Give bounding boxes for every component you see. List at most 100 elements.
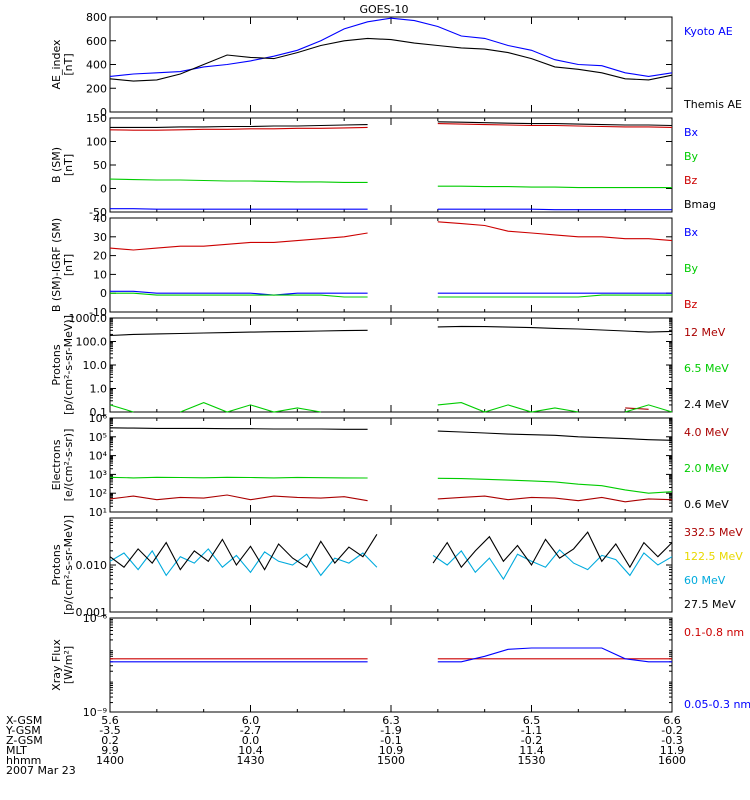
y-axis-label: Protons[p/(cm²-s-sr-MeV)] <box>50 515 75 615</box>
x-row-value: 1430 <box>237 754 265 767</box>
series-line <box>110 647 672 663</box>
x-row-label: Y-GSM <box>5 724 41 737</box>
legend-entry: 2.0 MeV <box>684 462 729 475</box>
y-tick-label: 1.0 <box>90 383 108 396</box>
y-axis-label-line: [nT] <box>62 53 75 75</box>
y-tick-label: -50 <box>89 206 107 219</box>
y-axis-label-line: [W/m²] <box>62 646 75 684</box>
legend-entry: 0.1-0.8 nm <box>684 626 744 639</box>
panel-frame <box>109 217 673 313</box>
y-tick-label: 10² <box>89 487 107 500</box>
x-row-value: 1400 <box>96 754 124 767</box>
legend-entry: 27.5 MeV <box>684 598 736 611</box>
date-label: 2007 Mar 23 <box>6 764 76 777</box>
x-row-value: -0.1 <box>380 734 401 747</box>
y-tick-label: 150 <box>86 112 107 125</box>
y-tick-label: 800 <box>86 11 107 24</box>
legend-entry: 332.5 MeV <box>684 526 743 539</box>
y-tick-label: 200 <box>86 82 107 95</box>
y-axis-label-line: [e/(cm²-s-sr)] <box>62 429 75 502</box>
y-tick-label: 100.0 <box>76 336 108 349</box>
legend-entry: Bx <box>684 226 699 239</box>
x-row-value: -3.5 <box>99 724 120 737</box>
y-axis-label: Electrons[e/(cm²-s-sr)] <box>50 429 75 502</box>
x-row-value: 1500 <box>377 754 405 767</box>
legend-entry: Kyoto AE <box>684 25 733 38</box>
y-tick-label: 50 <box>93 159 107 172</box>
y-tick-label: 0 <box>100 287 107 300</box>
legend-entry: By <box>684 262 699 275</box>
series-line <box>109 402 673 413</box>
y-tick-label: 0.1 <box>90 406 108 419</box>
series-line <box>110 121 673 128</box>
y-axis-label-line: [nT] <box>62 254 75 276</box>
legend-entry: 4.0 MeV <box>684 426 729 439</box>
y-axis-label-line: B (SM)-IGRF (SM) <box>50 218 63 312</box>
series-line <box>109 17 673 77</box>
x-row-value: 10.4 <box>238 744 263 757</box>
y-axis-label-line: B (SM) <box>50 147 63 183</box>
series-line <box>109 325 673 337</box>
x-row-value: 11.9 <box>660 744 685 757</box>
y-tick-label: 10³ <box>89 468 107 481</box>
y-axis-label-line: AE_index <box>50 39 63 90</box>
x-row-value: 5.6 <box>101 714 119 727</box>
y-axis-label: B (SM)-IGRF (SM)[nT] <box>50 218 75 312</box>
series-line <box>109 548 673 581</box>
series-line <box>109 221 673 251</box>
series-line <box>109 123 673 131</box>
panel-frame <box>109 317 673 413</box>
legend-entry: 122.5 MeV <box>684 550 743 563</box>
legend-entry: Bz <box>684 298 698 311</box>
legend-entry: 2.4 MeV <box>684 398 729 411</box>
y-tick-label: 10⁵ <box>89 431 107 444</box>
y-tick-label: 10⁴ <box>89 450 108 463</box>
x-row-value: 6.0 <box>242 714 260 727</box>
y-tick-label: -10 <box>89 306 107 319</box>
y-tick-label: 10.0 <box>83 359 108 372</box>
series-line <box>109 178 672 189</box>
series-line <box>110 208 672 211</box>
x-row-value: 0.2 <box>101 734 119 747</box>
legend-entry: 12 MeV <box>684 326 726 339</box>
legend-entry: By <box>684 150 699 163</box>
y-axis-label-line: Xray Flux <box>50 639 63 691</box>
panel-2: -50 0 50 100 150 B (SM)[nT] Bx By Bz Bmag <box>50 112 716 219</box>
y-tick-label: 10¹ <box>89 506 107 519</box>
legend-entry: Bx <box>684 126 699 139</box>
x-row-value: 10.9 <box>379 744 404 757</box>
x-row-value: -0.3 <box>661 734 682 747</box>
x-row-value: 6.5 <box>523 714 541 727</box>
legend-entry: Bmag <box>684 198 716 211</box>
y-tick-label: 10⁻⁹ <box>83 706 107 719</box>
y-axis-label: Xray Flux[W/m²] <box>50 639 75 691</box>
y-tick-label: 0.001 <box>76 606 108 619</box>
series-line <box>109 476 673 494</box>
y-axis-label-line: Protons <box>50 344 63 385</box>
y-tick-label: 0 <box>100 106 107 119</box>
x-row-value: 6.3 <box>382 714 400 727</box>
y-axis-label: Protons[p/(cm²-s-sr-MeV)] <box>50 315 75 415</box>
y-tick-label: 40 <box>93 212 107 225</box>
y-tick-label: 10⁶ <box>89 412 108 425</box>
legend-entry: Themis AE <box>683 98 742 111</box>
y-axis-label-line: [p/(cm²-s-sr-MeV)] <box>62 315 75 415</box>
y-tick-label: 0 <box>100 183 107 196</box>
y-axis-label-line: [nT] <box>62 154 75 176</box>
panel-4: 0.11.010.0100.01000.0Protons[p/(cm²-s-sr… <box>50 312 729 419</box>
x-row-value: -1.9 <box>380 724 401 737</box>
legend-entry: 6.5 MeV <box>684 362 729 375</box>
x-row-label: Z-GSM <box>6 734 43 747</box>
chart-title: GOES-10 <box>359 3 408 16</box>
y-axis-label: AE_index[nT] <box>50 39 75 90</box>
x-row-value: -0.2 <box>661 724 682 737</box>
panel-1: 0 200 400 600 800 AE_index[nT] Kyoto AE Themis … <box>50 11 742 119</box>
x-row-value: 9.9 <box>101 744 119 757</box>
legend-entry: 60 MeV <box>684 574 726 587</box>
series-line <box>110 290 672 296</box>
legend-entry: 0.6 MeV <box>684 498 729 511</box>
y-tick-label: 100 <box>86 136 107 149</box>
legend-entry: 0.05-0.3 nm <box>684 698 750 711</box>
